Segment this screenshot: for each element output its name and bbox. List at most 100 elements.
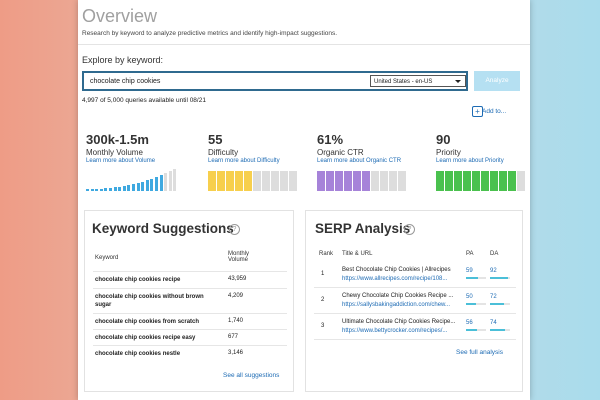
- pa-bar: [466, 277, 478, 279]
- volume-bar: [136, 182, 140, 191]
- quota: 4,997 of 5,000 queries available until 0…: [82, 97, 206, 104]
- rank: 2: [321, 297, 325, 303]
- serp-card: SERP Analysis ? See full analysis Rank Ti…: [305, 210, 523, 392]
- metric-link[interactable]: Learn more about Priority: [436, 158, 504, 164]
- metric-value: 61%: [317, 132, 344, 147]
- volume-bar: [118, 186, 122, 191]
- row-divider: [314, 313, 516, 314]
- score-block: [517, 171, 525, 191]
- keyword[interactable]: chocolate chip cookies nestle: [95, 351, 181, 357]
- volume: 3,146: [228, 350, 244, 356]
- pa-bar: [466, 303, 476, 305]
- metric-label: Monthly Volume: [86, 148, 143, 157]
- column-header: Rank: [319, 251, 334, 257]
- column-header: Monthly Volume: [228, 251, 250, 263]
- keyword-card: Keyword Suggestions ? See all suggestion…: [84, 210, 294, 392]
- score-block: [289, 171, 297, 191]
- column-header: Title & URL: [342, 251, 373, 257]
- result-title[interactable]: Best Chocolate Chip Cookies | Allrecipes: [342, 267, 451, 273]
- score-block: [335, 171, 343, 191]
- row-divider: [93, 288, 287, 289]
- add-to[interactable]: Add to...: [482, 108, 507, 115]
- score-block: [344, 171, 352, 191]
- search-input[interactable]: chocolate chip cookies United States - e…: [82, 71, 468, 91]
- score-block: [499, 171, 507, 191]
- pa-value: 56: [466, 320, 473, 326]
- volume-bar: [99, 188, 103, 191]
- da-value: 72: [490, 294, 497, 300]
- score-block: [445, 171, 453, 191]
- row-divider: [93, 329, 287, 330]
- volume-bar: [122, 186, 126, 191]
- row-divider: [93, 271, 287, 272]
- panel: Overview Research by keyword to analyze …: [78, 0, 530, 400]
- rank: 3: [321, 323, 325, 329]
- score-block: [226, 171, 234, 191]
- result-url[interactable]: https://sallysbakingaddiction.com/chew..…: [342, 302, 451, 308]
- help-icon[interactable]: ?: [404, 224, 415, 235]
- row-divider: [314, 339, 516, 340]
- da-value: 92: [490, 268, 497, 274]
- pa-value: 59: [466, 268, 473, 274]
- rank: 1: [321, 271, 325, 277]
- row-divider: [93, 313, 287, 314]
- score-block: [271, 171, 279, 191]
- keyword[interactable]: chocolate chip cookies recipe: [95, 277, 181, 283]
- score-block: [398, 171, 406, 191]
- caret: [455, 80, 461, 83]
- locale-text: United States - en-US: [374, 79, 433, 85]
- da-bar: [490, 303, 505, 305]
- score-block: [326, 171, 334, 191]
- volume-bar: [127, 185, 131, 191]
- score-block: [380, 171, 388, 191]
- score-block: [490, 171, 498, 191]
- score-block: [508, 171, 516, 191]
- metric-link[interactable]: Learn more about Organic CTR: [317, 158, 402, 164]
- result-title[interactable]: Chewy Chocolate Chip Cookies Recipe ...: [342, 293, 454, 299]
- score-block: [371, 171, 379, 191]
- metric-link[interactable]: Learn more about Volume: [86, 158, 156, 164]
- help-icon[interactable]: ?: [229, 224, 240, 235]
- volume-bar: [132, 184, 135, 191]
- metric-link[interactable]: Learn more about Difficulty: [208, 158, 280, 164]
- result-title[interactable]: Ultimate Chocolate Chip Cookies Recipe..…: [342, 319, 456, 325]
- plus-icon[interactable]: +: [472, 106, 483, 117]
- volume-bar: [86, 189, 89, 191]
- volume-bar: [173, 169, 177, 191]
- column-header: DA: [490, 251, 499, 257]
- volume-bar: [168, 171, 172, 191]
- volume-bar: [109, 187, 112, 191]
- locale-select[interactable]: United States - en-US: [370, 75, 466, 87]
- da-bar: [490, 277, 509, 279]
- volume-bar: [141, 181, 145, 191]
- score-block: [235, 171, 243, 191]
- pa-bar: [466, 329, 478, 331]
- keyword[interactable]: chocolate chip cookies recipe easy: [95, 335, 196, 341]
- result-url[interactable]: https://www.allrecipes.com/recipe/108...: [342, 276, 448, 282]
- keyword[interactable]: chocolate chip cookies without brown sug…: [95, 294, 204, 308]
- score-block: [436, 171, 444, 191]
- pa-track: [466, 303, 486, 305]
- metric-value: 90: [436, 132, 451, 147]
- metric-value: 300k-1.5m: [86, 132, 149, 147]
- result-url[interactable]: https://www.bettycrocker.com/recipes/...: [342, 328, 448, 334]
- volume-bar: [159, 175, 163, 191]
- analyze-button[interactable]: Analyze: [474, 71, 520, 91]
- card-title: SERP Analysis: [315, 221, 411, 236]
- score-block: [317, 171, 325, 191]
- pa-value: 50: [466, 294, 473, 300]
- metric-label: Priority: [436, 148, 461, 157]
- score-block: [362, 171, 370, 191]
- keyword[interactable]: chocolate chip cookies from scratch: [95, 319, 200, 325]
- score-block: [280, 171, 288, 191]
- page-title: Overview: [82, 6, 158, 26]
- separator: [78, 44, 530, 45]
- metric-label: Difficulty: [208, 148, 239, 157]
- volume-bar: [155, 177, 158, 191]
- volume: 1,740: [228, 318, 244, 324]
- score-block: [472, 171, 480, 191]
- da-value: 74: [490, 320, 497, 326]
- see-all-link[interactable]: See all suggestions: [223, 372, 280, 379]
- see-full-link[interactable]: See full analysis: [456, 349, 503, 356]
